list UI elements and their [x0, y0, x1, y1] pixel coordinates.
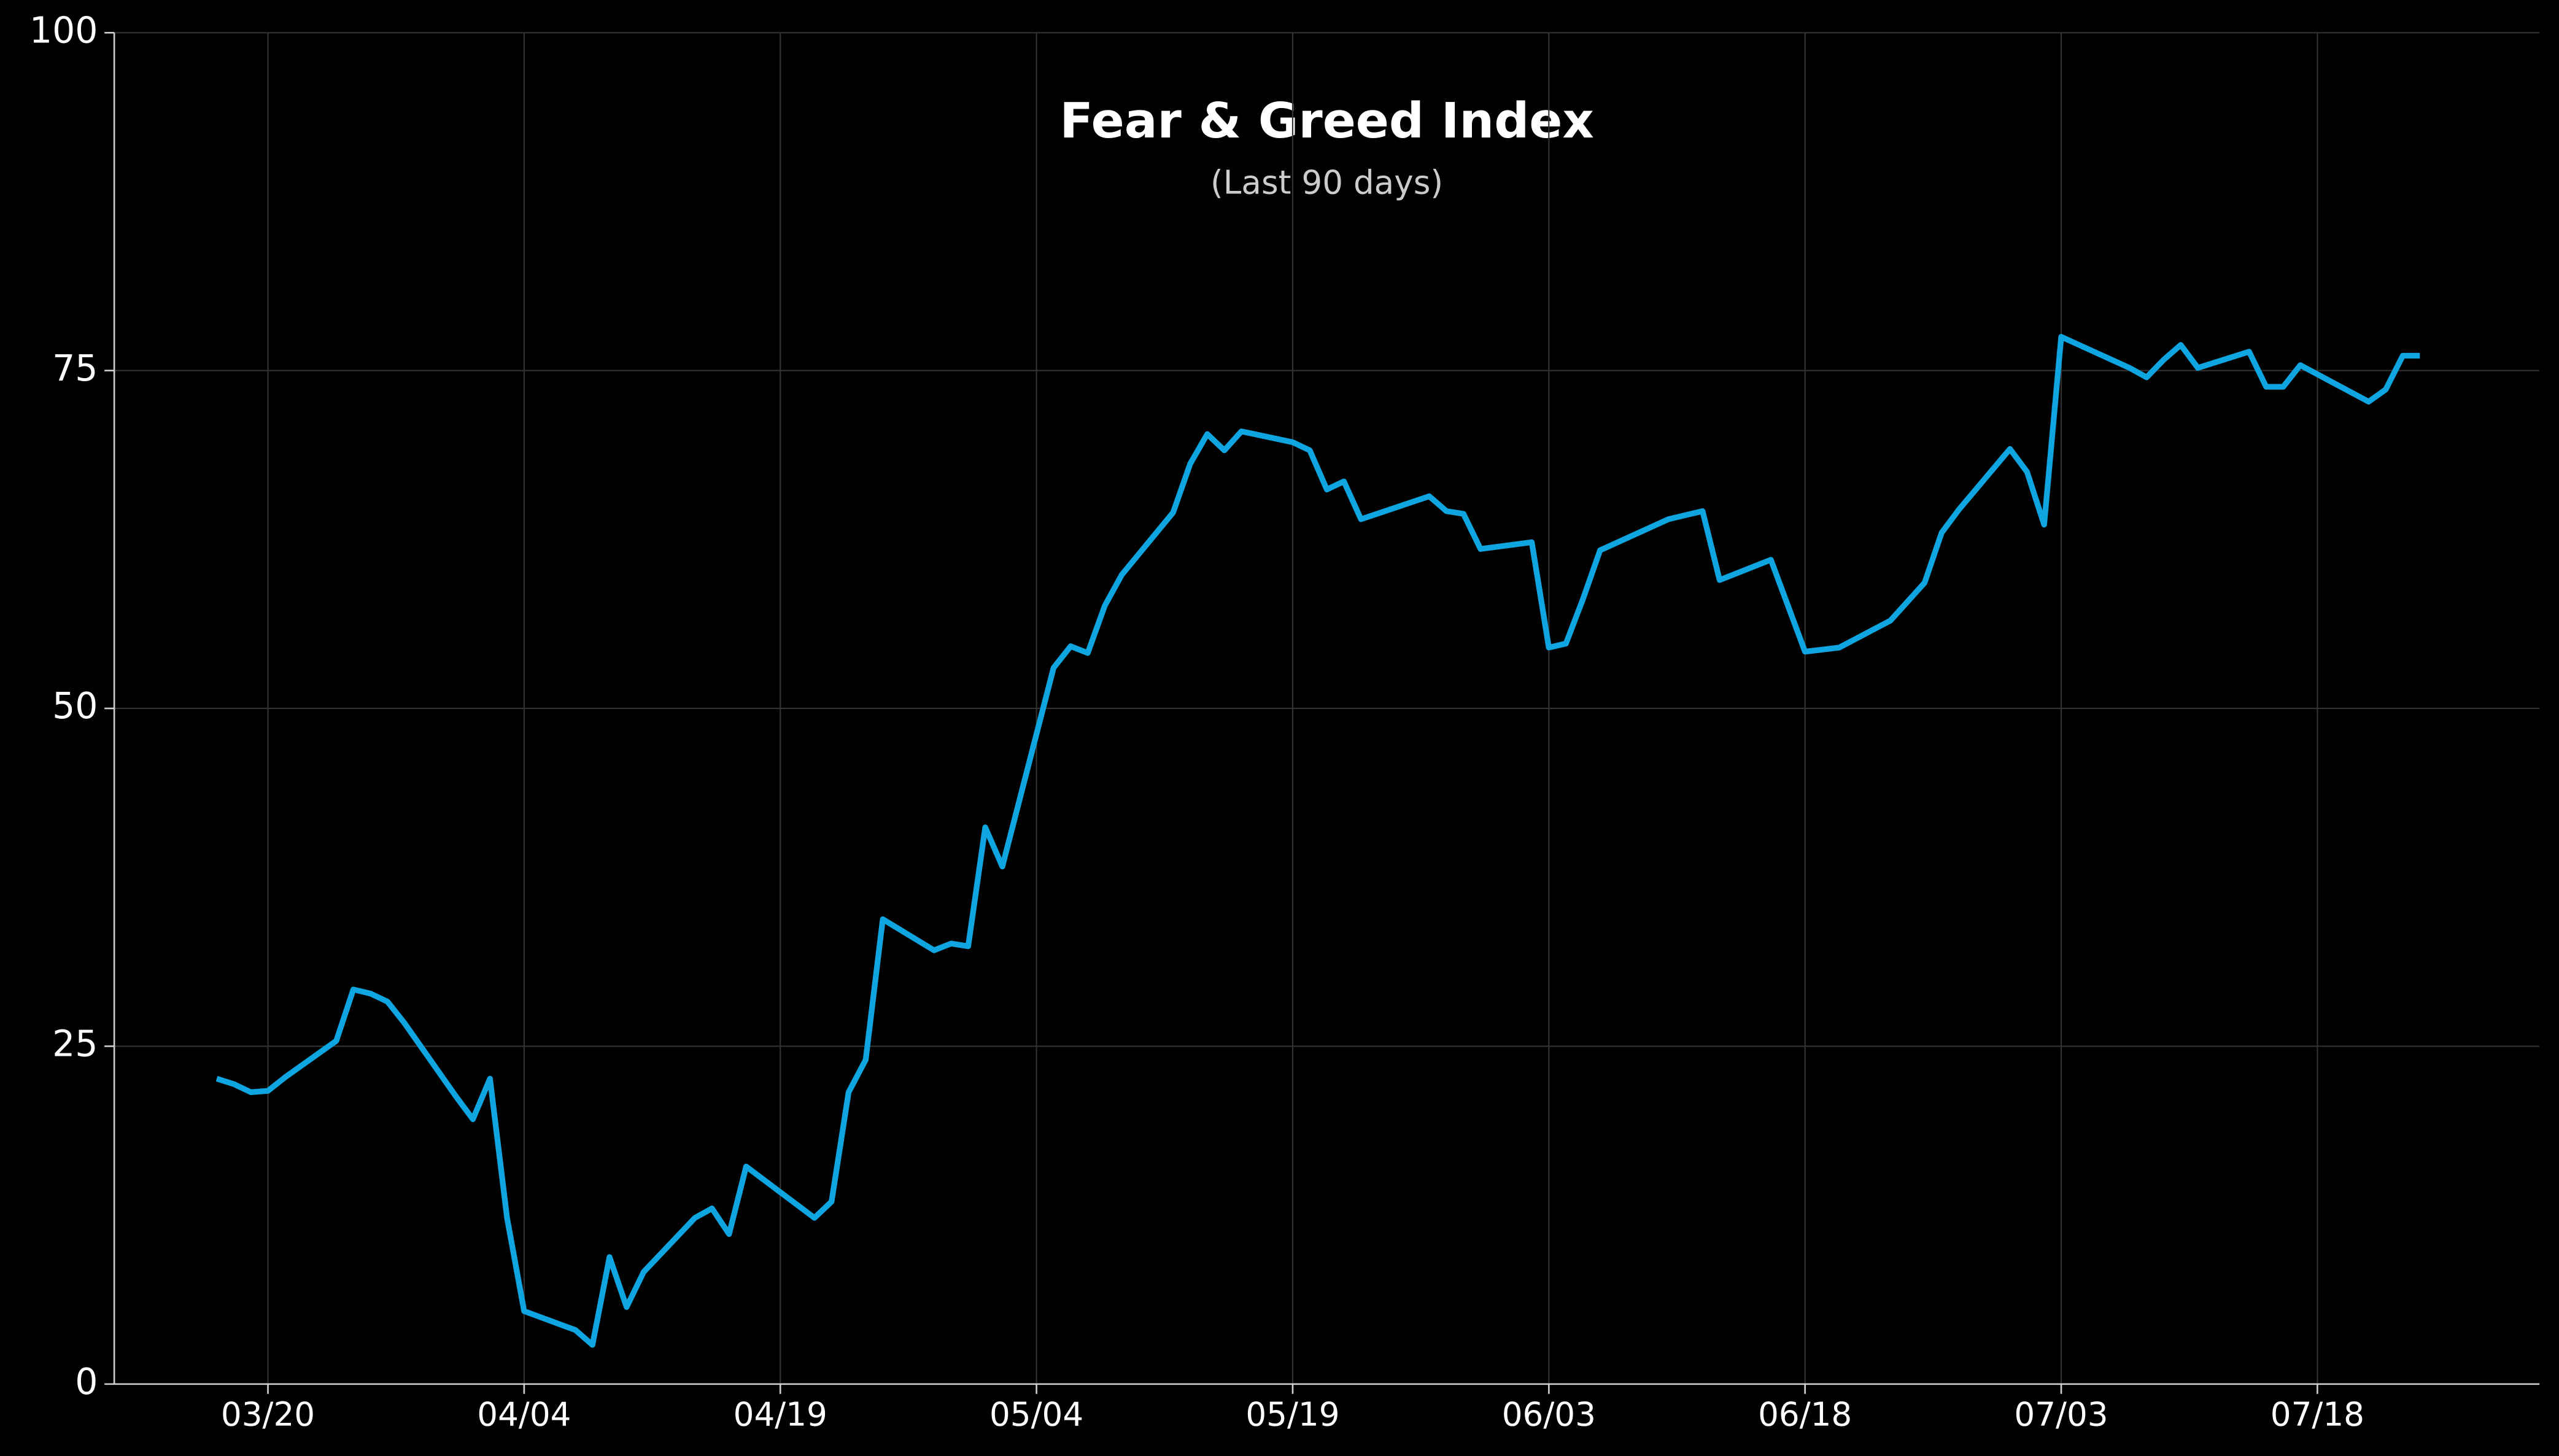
x-tick-label: 05/04: [989, 1396, 1083, 1434]
y-tick-label: 75: [52, 347, 98, 389]
x-tick-label: 07/18: [2271, 1396, 2364, 1434]
x-tick-label: 06/18: [1758, 1396, 1852, 1434]
chart-title: Fear & Greed Index: [1059, 92, 1593, 149]
x-tick-label: 03/20: [221, 1396, 315, 1434]
y-tick-label: 25: [52, 1023, 98, 1065]
y-tick-label: 0: [75, 1361, 98, 1403]
chart-subtitle: (Last 90 days): [1210, 163, 1443, 201]
x-tick-label: 04/04: [477, 1396, 571, 1434]
y-tick-label: 50: [52, 685, 98, 727]
x-tick-label: 07/03: [2014, 1396, 2108, 1434]
x-tick-label: 06/03: [1502, 1396, 1596, 1434]
x-tick-label: 04/19: [734, 1396, 827, 1434]
x-tick-label: 05/19: [1245, 1396, 1339, 1434]
line: [215, 334, 2420, 1348]
y-tick-label: 100: [29, 9, 98, 51]
